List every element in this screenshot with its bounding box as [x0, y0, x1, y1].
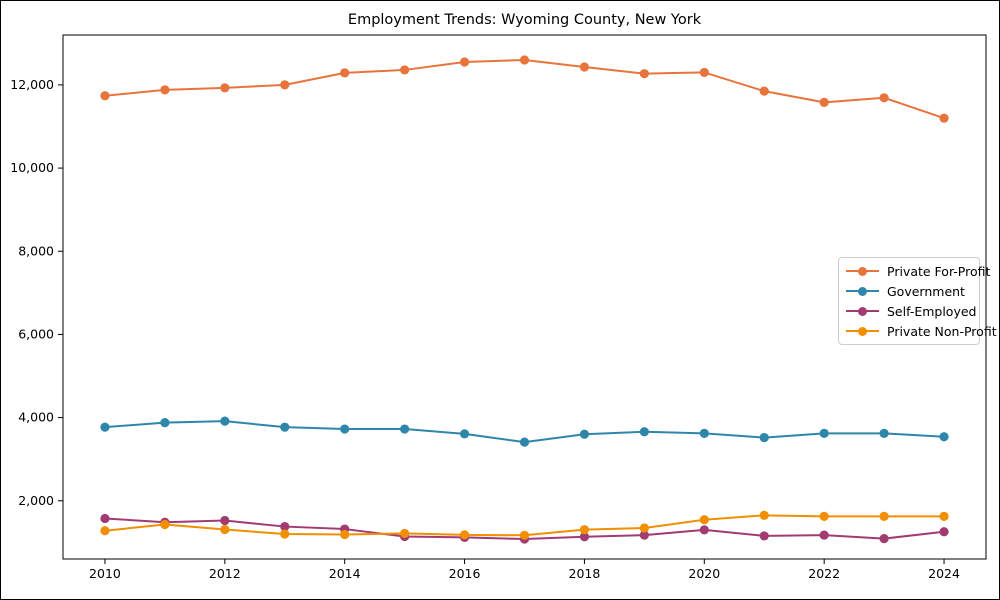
- data-point-marker: [939, 527, 949, 537]
- data-point-marker: [759, 531, 769, 541]
- y-tick-label: 8,000: [18, 243, 54, 258]
- x-tick-label: 2012: [209, 566, 241, 581]
- data-point-marker: [759, 432, 769, 443]
- legend-marker-icon: [846, 306, 879, 316]
- data-point-marker: [400, 528, 410, 539]
- data-point-marker: [160, 85, 170, 95]
- data-point-marker: [340, 68, 350, 78]
- data-point-marker: [639, 530, 649, 540]
- data-point-marker: [819, 428, 829, 439]
- chart-title: Employment Trends: Wyoming County, New Y…: [347, 12, 702, 28]
- data-point-marker: [459, 429, 470, 439]
- x-tick-label: 2014: [329, 566, 361, 581]
- y-tick-label: 6,000: [18, 326, 54, 341]
- data-point-marker: [819, 97, 829, 107]
- data-point-marker: [100, 526, 110, 536]
- data-point-marker: [519, 437, 530, 447]
- legend-label: Private Non-Profit: [887, 323, 997, 339]
- x-tick-label: 2022: [808, 566, 840, 581]
- data-point-marker: [579, 525, 590, 535]
- data-point-marker: [340, 424, 350, 434]
- data-point-marker: [280, 529, 290, 539]
- legend-marker-icon: [846, 286, 879, 296]
- data-point-marker: [879, 428, 889, 439]
- data-point-marker: [459, 57, 470, 67]
- data-point-marker: [400, 65, 410, 75]
- data-point-marker: [639, 69, 649, 79]
- data-point-marker: [100, 422, 110, 432]
- data-point-marker: [819, 511, 829, 521]
- legend-item: Government: [839, 282, 979, 300]
- data-point-marker: [579, 62, 590, 72]
- x-tick-label: 2010: [89, 566, 121, 581]
- y-tick-label: 4,000: [18, 410, 54, 425]
- x-tick-label: 2024: [928, 566, 960, 581]
- data-point-marker: [759, 86, 769, 96]
- legend-label: Private For-Profit: [887, 263, 991, 279]
- legend-marker-icon: [846, 266, 879, 276]
- data-point-marker: [400, 424, 410, 434]
- data-point-marker: [579, 532, 590, 542]
- data-point-marker: [220, 416, 230, 426]
- legend-label: Government: [887, 283, 965, 299]
- y-tick-label: 12,000: [10, 77, 54, 92]
- data-point-marker: [699, 428, 709, 439]
- legend-item: Self-Employed: [839, 302, 979, 320]
- x-tick-label: 2020: [688, 566, 720, 581]
- legend-label: Self-Employed: [887, 303, 977, 319]
- data-point-marker: [579, 429, 590, 439]
- data-point-marker: [819, 530, 829, 540]
- data-point-marker: [280, 521, 290, 532]
- legend-item: Private For-Profit: [839, 262, 990, 280]
- data-point-marker: [639, 427, 649, 437]
- data-point-marker: [879, 534, 889, 544]
- data-point-marker: [699, 67, 709, 78]
- data-point-marker: [519, 55, 530, 65]
- data-point-marker: [639, 523, 649, 533]
- x-tick-label: 2018: [569, 566, 601, 581]
- data-point-marker: [220, 83, 230, 93]
- data-point-marker: [459, 530, 470, 540]
- legend-marker-icon: [846, 326, 879, 336]
- data-point-marker: [519, 530, 530, 540]
- legend: Private For-Profit Government Self-Employe…: [838, 257, 997, 345]
- data-point-marker: [160, 519, 170, 530]
- data-point-marker: [939, 511, 949, 521]
- data-point-marker: [100, 91, 110, 101]
- data-point-marker: [280, 422, 290, 432]
- data-point-marker: [220, 524, 230, 535]
- data-point-marker: [939, 432, 949, 442]
- data-point-marker: [100, 513, 110, 524]
- x-tick-label: 2016: [449, 566, 481, 581]
- data-point-marker: [879, 511, 889, 521]
- legend-item: Private Non-Profit: [839, 322, 997, 340]
- data-point-marker: [220, 515, 230, 526]
- data-point-marker: [699, 525, 709, 535]
- y-tick-label: 2,000: [18, 493, 54, 508]
- data-point-marker: [759, 510, 769, 520]
- axes-frame: [62, 34, 987, 560]
- data-point-marker: [699, 515, 709, 525]
- data-point-marker: [160, 417, 170, 428]
- series-line-private-for-profit: [103, 58, 946, 120]
- data-point-marker: [939, 113, 949, 123]
- data-point-marker: [280, 80, 290, 90]
- data-point-marker: [340, 529, 350, 540]
- y-tick-label: 10,000: [10, 160, 54, 175]
- data-point-marker: [879, 93, 889, 103]
